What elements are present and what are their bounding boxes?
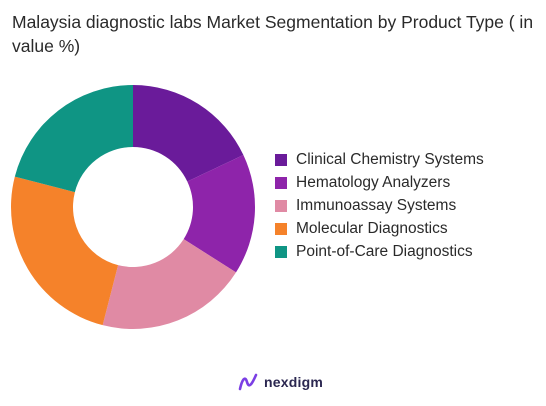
legend-swatch [275, 222, 287, 235]
slice-point-of-care-diagnostics [14, 85, 133, 193]
legend-item: Clinical Chemistry Systems [275, 148, 484, 171]
legend-swatch [275, 176, 287, 189]
brand-name: nexdigm [264, 374, 323, 390]
legend-swatch [275, 153, 287, 166]
chart-title: Malaysia diagnostic labs Market Segmenta… [12, 12, 534, 56]
legend-item: Point-of-Care Diagnostics [275, 240, 484, 263]
slice-clinical-chemistry-systems [133, 85, 244, 182]
nexdigm-logo-icon [238, 373, 258, 391]
slice-molecular-diagnostics [11, 176, 119, 326]
legend-label: Point-of-Care Diagnostics [296, 242, 473, 260]
legend-item: Molecular Diagnostics [275, 217, 484, 240]
legend-label: Clinical Chemistry Systems [296, 150, 484, 168]
legend-swatch [275, 245, 287, 258]
legend-item: Hematology Analyzers [275, 171, 484, 194]
slice-hematology-analyzers [183, 155, 255, 273]
legend-label: Hematology Analyzers [296, 173, 451, 191]
legend-label: Molecular Diagnostics [296, 219, 448, 237]
brand-logo: nexdigm [237, 372, 323, 392]
slice-immunoassay-systems [102, 239, 237, 330]
legend-item: Immunoassay Systems [275, 194, 484, 217]
legend-swatch [275, 199, 287, 212]
legend-label: Immunoassay Systems [296, 196, 457, 214]
chart-legend: Clinical Chemistry Systems Hematology Ana… [275, 148, 484, 263]
